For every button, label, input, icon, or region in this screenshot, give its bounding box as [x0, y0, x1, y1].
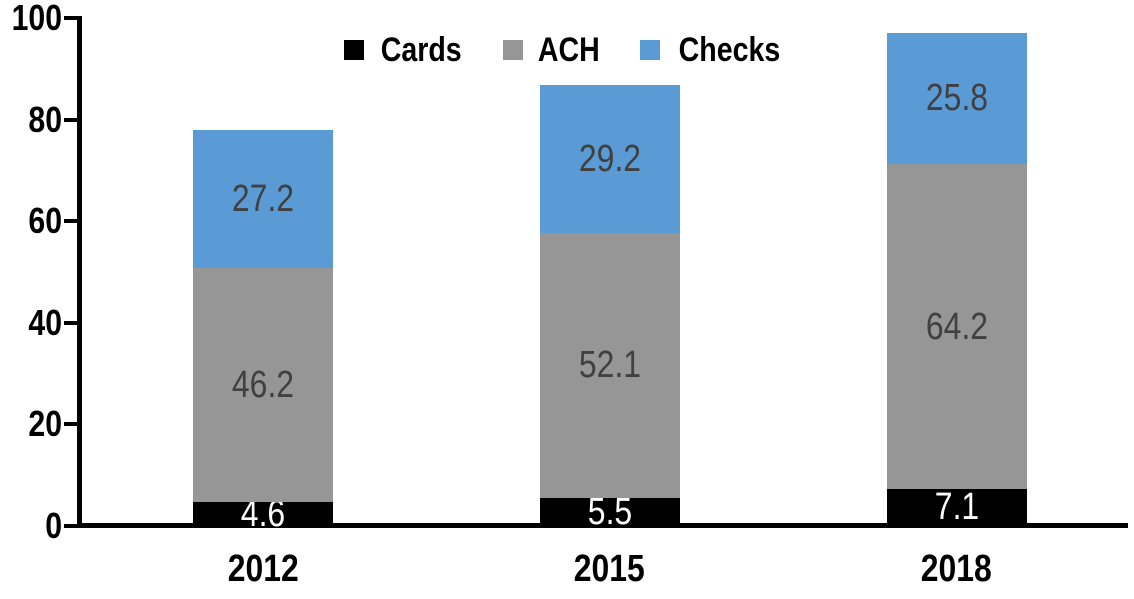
y-tick-mark	[64, 16, 77, 20]
bar-segment-cards-2012: 4.6	[193, 495, 333, 533]
bar-segment-cards-2018: 7.1	[886, 486, 1027, 529]
y-tick-mark	[64, 523, 77, 528]
y-tick-label: 20	[28, 403, 62, 444]
bar-segment-ach-2018: 64.2	[886, 163, 1027, 490]
y-tick-mark	[64, 219, 77, 223]
legend-label: Cards	[380, 31, 462, 69]
data-label: 7.1	[934, 486, 979, 529]
data-label: 27.2	[231, 177, 295, 220]
legend-swatch-cards-icon	[343, 40, 364, 60]
y-tick-mark	[64, 320, 77, 325]
y-tick-label: 80	[28, 98, 62, 140]
y-tick-mark	[64, 117, 77, 122]
y-tick-label: 60	[28, 200, 62, 241]
legend-label: ACH	[538, 31, 601, 69]
bar-segment-checks-2012: 27.2	[193, 129, 333, 268]
x-category-label: 2018	[920, 548, 993, 590]
legend-item-cards: Cards	[343, 30, 469, 70]
legend-item-ach: ACH	[503, 30, 606, 70]
y-tick-label: 100	[11, 0, 62, 38]
y-axis	[77, 16, 82, 528]
chart-legend: Cards ACH Checks	[0, 30, 1134, 70]
bar-segment-ach-2015: 52.1	[539, 233, 680, 498]
bar-segment-cards-2015: 5.5	[539, 493, 680, 531]
x-axis	[77, 523, 1128, 528]
data-label: 25.8	[925, 77, 988, 120]
legend-label: Checks	[678, 31, 781, 69]
data-label: 52.1	[578, 344, 641, 387]
x-category-label: 2012	[227, 548, 299, 590]
y-tick-label: 0	[45, 504, 62, 546]
bar-segment-ach-2012: 46.2	[193, 267, 333, 503]
bar-segment-checks-2018: 25.8	[886, 32, 1027, 164]
legend-item-checks: Checks	[640, 30, 790, 70]
data-label: 5.5	[587, 490, 632, 533]
data-label: 29.2	[578, 138, 641, 181]
y-tick-label: 40	[28, 301, 62, 343]
y-tick-mark	[64, 422, 77, 426]
legend-swatch-ach-icon	[503, 40, 524, 60]
data-label: 64.2	[925, 305, 988, 348]
data-label: 46.2	[231, 363, 295, 406]
legend-swatch-checks-icon	[640, 40, 661, 60]
bar-segment-checks-2015: 29.2	[539, 84, 680, 234]
x-category-label: 2015	[573, 548, 646, 590]
